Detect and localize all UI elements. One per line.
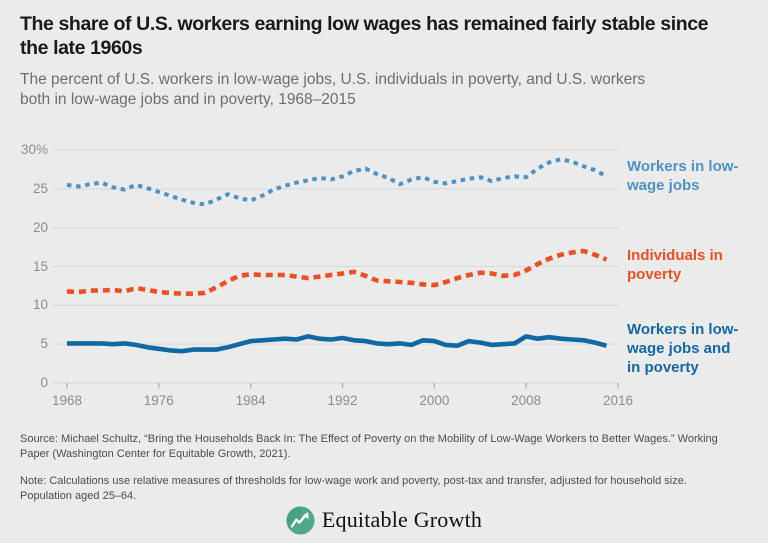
x-axis-tick-label: 2016 (602, 393, 634, 408)
y-axis-tick-label: 0 (40, 375, 48, 390)
x-axis-tick-label: 1984 (235, 393, 266, 408)
logo-text: Equitable Growth (321, 507, 483, 532)
series-label-workers-low-wage: Workers in low-wage jobs (627, 158, 739, 194)
x-axis-tick-label: 1992 (327, 393, 358, 408)
source-text: Source: Michael Schultz, “Bring the Hous… (20, 433, 718, 460)
y-axis-tick-label: 10 (32, 297, 48, 313)
y-axis-tick-label: 15 (32, 258, 48, 274)
chart-subtitle: The percent of U.S. workers in low-wage … (20, 71, 646, 108)
series-label-workers-low-wage-poverty: Workers in low-wage jobs and in poverty (627, 321, 739, 376)
y-axis-tick-label: 20 (32, 219, 48, 235)
chart-title: The share of U.S. workers earning low wa… (20, 13, 709, 59)
y-axis-tick-label: 5 (40, 336, 48, 352)
y-axis-tick-label: 25 (32, 180, 48, 196)
equitable-growth-logo-icon (286, 505, 315, 535)
x-axis-tick-label: 1968 (51, 393, 83, 408)
x-axis-tick-label: 2000 (419, 393, 450, 408)
series-label-individuals-poverty: Individuals in poverty (627, 247, 723, 283)
equitable-growth-logo: Equitable Growth (0, 503, 768, 537)
x-axis-tick-label: 2008 (511, 393, 542, 408)
x-axis-tick-label: 1976 (143, 393, 174, 408)
y-axis-tick-label: 30% (20, 142, 48, 157)
note-text: Note: Calculations use relative measures… (20, 475, 687, 502)
